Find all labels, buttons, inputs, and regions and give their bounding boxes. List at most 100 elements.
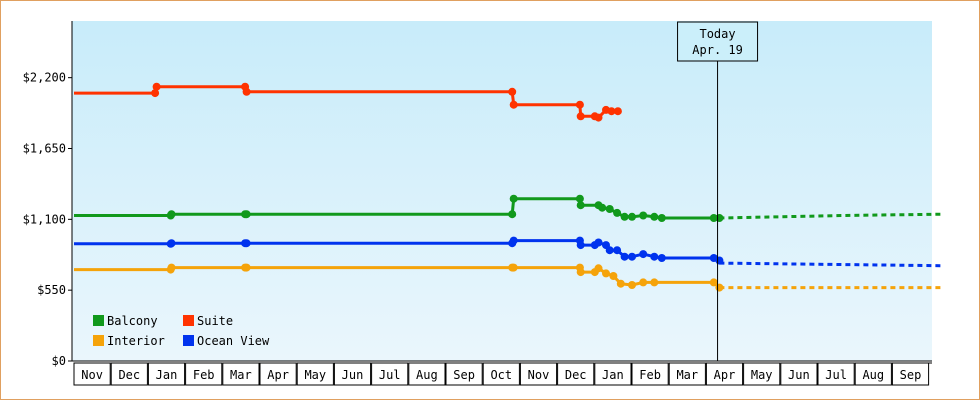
data-point [576, 268, 585, 277]
data-point [616, 279, 625, 288]
data-point [650, 252, 659, 261]
data-point [152, 82, 161, 91]
data-point [576, 201, 585, 210]
data-point [628, 212, 636, 221]
month-label: Sep [900, 368, 922, 382]
today-box [677, 21, 759, 62]
month-label: Aug [862, 368, 884, 382]
data-point [509, 100, 518, 109]
legend-swatch-suite [183, 315, 194, 326]
data-point [509, 236, 518, 245]
data-point [598, 203, 607, 212]
data-point [709, 278, 718, 287]
series-layer [74, 82, 941, 292]
y-tick-label: $1,100 [23, 212, 66, 226]
month-label: Dec [565, 368, 587, 382]
month-label: Nov [81, 368, 103, 382]
series-ocean-view [74, 236, 941, 268]
month-label: Jan [602, 368, 624, 382]
month-label: Aug [416, 368, 438, 382]
data-point [594, 264, 603, 273]
month-cell [259, 362, 297, 386]
data-point [594, 113, 603, 122]
month-cell [408, 362, 446, 386]
legend-label-interior: Interior [107, 334, 165, 348]
data-point [620, 252, 629, 261]
month-cell [780, 362, 818, 386]
data-point [639, 211, 648, 220]
data-point [509, 194, 518, 203]
data-point [620, 212, 629, 221]
plot-area [72, 21, 932, 361]
month-label: Jul [825, 368, 847, 382]
month-cell [631, 362, 669, 386]
series-interior [74, 263, 941, 292]
data-point [242, 210, 251, 219]
series-balcony [74, 194, 941, 222]
month-label: Feb [639, 368, 661, 382]
month-label: May [304, 368, 326, 382]
data-point [602, 269, 610, 278]
data-point [167, 263, 176, 272]
month-cell [891, 362, 930, 386]
month-cell [482, 362, 520, 386]
data-point [650, 212, 659, 221]
month-cell [817, 362, 855, 386]
month-cell [296, 362, 334, 386]
data-point [715, 283, 724, 292]
month-label: Jan [156, 368, 178, 382]
data-point [607, 107, 616, 116]
month-cell [371, 362, 409, 386]
month-cell [854, 362, 892, 386]
month-cell [705, 362, 744, 386]
month-cell [519, 362, 558, 386]
y-tick-label: $550 [37, 283, 66, 297]
y-axis: $0 $550 $1,100 $1,650 $2,200 [23, 21, 932, 368]
data-point [609, 272, 618, 280]
month-cell [333, 362, 372, 386]
data-point [639, 278, 648, 287]
data-point [628, 252, 636, 261]
legend-label-balcony: Balcony [107, 314, 158, 328]
month-cell [73, 362, 111, 386]
month-label: Jul [379, 368, 401, 382]
month-axis: Nov Dec Jan Feb Mar Apr May Jun Jul Aug Sep Oct Nov D… [73, 362, 932, 386]
data-point [650, 278, 659, 287]
data-point [151, 89, 160, 98]
month-label: Jun [342, 368, 364, 382]
y-tick-label: $2,200 [23, 71, 66, 85]
data-point [613, 208, 622, 217]
month-label: Oct [490, 368, 512, 382]
month-cell [110, 362, 148, 386]
data-point [167, 239, 176, 248]
data-point [613, 107, 622, 116]
data-point [628, 281, 636, 289]
data-point [242, 263, 251, 272]
today-date: Apr. 19 [692, 43, 743, 57]
data-point [594, 238, 603, 247]
data-point [509, 263, 518, 272]
legend-swatch-balcony [93, 315, 104, 326]
y-tick-label: $0 [52, 354, 66, 368]
data-point [657, 254, 666, 262]
data-point [575, 100, 584, 109]
data-point [639, 250, 648, 259]
series-forecast-ocean-view [719, 261, 941, 268]
data-point [508, 210, 517, 219]
data-point [605, 205, 614, 213]
month-label: Jun [788, 368, 810, 382]
today-label: Today [699, 27, 735, 41]
data-point [715, 214, 724, 222]
month-label: Mar [230, 368, 252, 382]
data-point [605, 246, 614, 255]
data-point [242, 239, 251, 248]
month-cell [668, 362, 706, 386]
month-cell [594, 362, 632, 386]
today-marker: Today Apr. 19 [677, 21, 759, 361]
data-point [657, 214, 666, 222]
legend-swatch-ocean-view [183, 335, 194, 346]
month-label: Mar [676, 368, 698, 382]
legend: Balcony Suite Interior Ocean View [93, 314, 270, 348]
